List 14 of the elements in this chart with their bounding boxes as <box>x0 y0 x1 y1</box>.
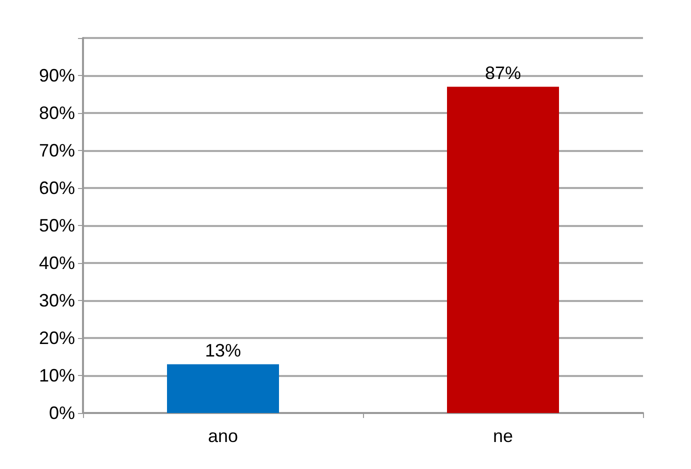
y-tick-label: 90% <box>38 66 75 86</box>
data-label: 13% <box>204 340 242 360</box>
y-tick-label: 0% <box>48 403 75 423</box>
y-tick-label: 60% <box>38 178 75 198</box>
x-tick-label: ano <box>208 426 238 446</box>
y-tick-label: 30% <box>38 290 75 310</box>
y-tick-label: 80% <box>38 103 75 123</box>
y-tick-label: 50% <box>38 216 75 236</box>
y-tick-label: 40% <box>38 253 75 273</box>
y-tick-label: 70% <box>38 140 75 160</box>
x-tick-label: ne <box>492 426 514 446</box>
y-tick-label: 20% <box>38 328 75 348</box>
data-label: 87% <box>484 62 522 83</box>
y-tick-label: 10% <box>38 366 75 386</box>
